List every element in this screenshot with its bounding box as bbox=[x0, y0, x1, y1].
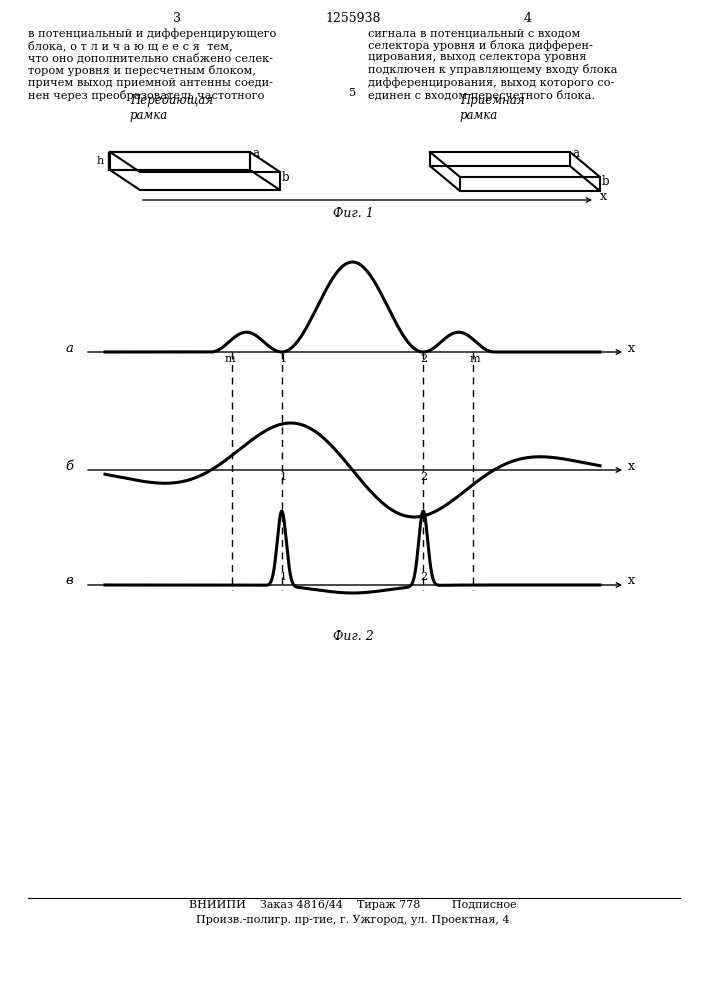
Text: Произв.-полигр. пр-тие, г. Ужгород, ул. Проектная, 4: Произв.-полигр. пр-тие, г. Ужгород, ул. … bbox=[197, 915, 510, 925]
Text: сигнала в потенциальный с входом
селектора уровня и блока дифферен-
цирования, в: сигнала в потенциальный с входом селекто… bbox=[368, 28, 617, 101]
Text: 1: 1 bbox=[279, 472, 286, 482]
Text: Приемная
рамка: Приемная рамка bbox=[460, 94, 525, 122]
Text: b: b bbox=[282, 171, 290, 184]
Text: a: a bbox=[572, 147, 579, 160]
Text: 5: 5 bbox=[349, 88, 356, 98]
Text: 1: 1 bbox=[279, 572, 286, 582]
Text: 2: 2 bbox=[421, 572, 428, 582]
Text: a: a bbox=[252, 147, 259, 160]
Text: б: б bbox=[65, 460, 73, 473]
Text: Передающая
рамка: Передающая рамка bbox=[130, 94, 213, 122]
Text: x: x bbox=[628, 574, 635, 587]
Text: а: а bbox=[65, 342, 73, 355]
Text: в потенциальный и дифференцирующего
блока, о т л и ч а ю щ е е с я  тем,
что оно: в потенциальный и дифференцирующего блок… bbox=[28, 28, 276, 101]
Text: x: x bbox=[628, 342, 635, 355]
Text: h: h bbox=[97, 156, 104, 166]
Text: Фиг. 1: Фиг. 1 bbox=[332, 207, 373, 220]
Text: в: в bbox=[65, 574, 73, 587]
Text: Фиг. 2: Фиг. 2 bbox=[332, 630, 373, 643]
Text: x: x bbox=[600, 190, 607, 204]
Text: ВНИИПИ    Заказ 4816/44    Тираж 778         Подписное: ВНИИПИ Заказ 4816/44 Тираж 778 Подписное bbox=[189, 900, 517, 910]
Text: b: b bbox=[602, 175, 609, 188]
Text: 1255938: 1255938 bbox=[325, 12, 381, 25]
Text: 3: 3 bbox=[173, 12, 181, 25]
Text: 4: 4 bbox=[524, 12, 532, 25]
Text: m: m bbox=[225, 354, 235, 364]
Text: 2: 2 bbox=[421, 354, 428, 364]
Text: 2: 2 bbox=[421, 472, 428, 482]
Text: 1: 1 bbox=[279, 354, 286, 364]
Text: m: m bbox=[469, 354, 480, 364]
Text: x: x bbox=[628, 460, 635, 473]
